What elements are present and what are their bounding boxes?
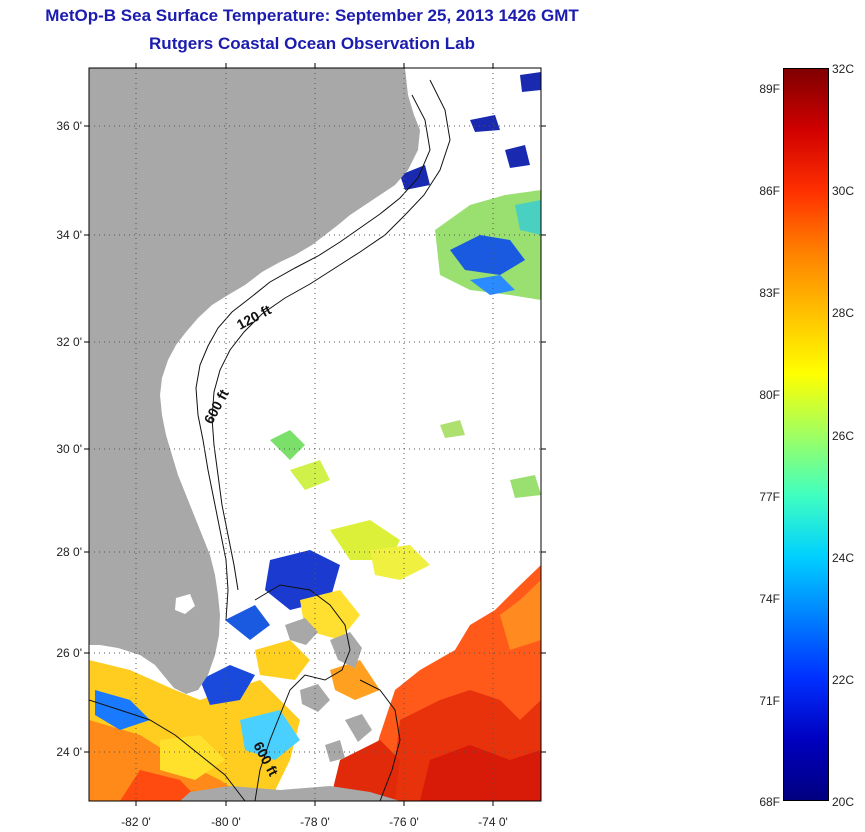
temperature-colorbar [783, 68, 829, 801]
colorbar-c-label: 22C [832, 673, 855, 687]
colorbar-f-label: 74F [759, 592, 780, 606]
colorbar-c-label: 20C [832, 795, 855, 809]
lon-label: -78 0' [300, 815, 330, 829]
lat-label: 34 0' [56, 228, 82, 242]
colorbar-f-label: 68F [759, 795, 780, 809]
contour-600ft [211, 79, 451, 591]
contour-120ft [195, 94, 431, 621]
lon-label: -80 0' [211, 815, 241, 829]
land-mass [89, 68, 420, 694]
graticule [89, 68, 541, 801]
colorbar-f-label: 77F [759, 490, 780, 504]
colorbar-f-label: 80F [759, 388, 780, 402]
lat-label: 24 0' [56, 745, 82, 759]
lat-label: 28 0' [56, 545, 82, 559]
colorbar-f-label: 86F [759, 184, 780, 198]
colorbar-c-label: 24C [832, 551, 855, 565]
colorbar-c-label: 30C [832, 184, 855, 198]
colorbar-f-label: 83F [759, 286, 780, 300]
map-subtitle: Rutgers Coastal Ocean Observation Lab [149, 34, 475, 53]
lon-label: -82 0' [121, 815, 151, 829]
bahamas-islands [285, 618, 372, 762]
colorbar-f-label: 71F [759, 694, 780, 708]
lat-label: 30 0' [56, 442, 82, 456]
lat-label: 26 0' [56, 646, 82, 660]
lon-label: -74 0' [478, 815, 508, 829]
lat-label: 32 0' [56, 335, 82, 349]
lat-label: 36 0' [56, 119, 82, 133]
colorbar-c-label: 32C [832, 62, 855, 76]
map-title: MetOp-B Sea Surface Temperature: Septemb… [45, 6, 579, 25]
colorbar-c-label: 28C [832, 306, 855, 320]
colorbar-c-label: 26C [832, 429, 855, 443]
colorbar-f-label: 89F [759, 82, 780, 96]
lon-label: -76 0' [389, 815, 419, 829]
